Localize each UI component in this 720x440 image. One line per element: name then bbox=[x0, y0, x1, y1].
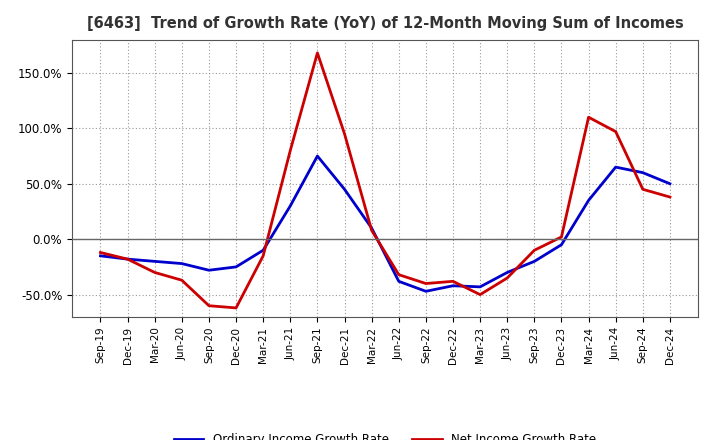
Ordinary Income Growth Rate bbox=[476, 284, 485, 290]
Ordinary Income Growth Rate bbox=[421, 289, 430, 294]
Ordinary Income Growth Rate bbox=[313, 154, 322, 159]
Ordinary Income Growth Rate bbox=[150, 259, 159, 264]
Line: Ordinary Income Growth Rate: Ordinary Income Growth Rate bbox=[101, 156, 670, 291]
Ordinary Income Growth Rate bbox=[530, 259, 539, 264]
Net Income Growth Rate bbox=[530, 248, 539, 253]
Ordinary Income Growth Rate bbox=[341, 187, 349, 192]
Ordinary Income Growth Rate bbox=[639, 170, 647, 175]
Title: [6463]  Trend of Growth Rate (YoY) of 12-Month Moving Sum of Incomes: [6463] Trend of Growth Rate (YoY) of 12-… bbox=[87, 16, 683, 32]
Net Income Growth Rate bbox=[313, 50, 322, 55]
Ordinary Income Growth Rate bbox=[665, 181, 674, 187]
Net Income Growth Rate bbox=[204, 303, 213, 308]
Net Income Growth Rate bbox=[476, 292, 485, 297]
Net Income Growth Rate bbox=[421, 281, 430, 286]
Legend: Ordinary Income Growth Rate, Net Income Growth Rate: Ordinary Income Growth Rate, Net Income … bbox=[169, 428, 601, 440]
Net Income Growth Rate bbox=[96, 250, 105, 255]
Line: Net Income Growth Rate: Net Income Growth Rate bbox=[101, 53, 670, 308]
Ordinary Income Growth Rate bbox=[286, 203, 294, 209]
Ordinary Income Growth Rate bbox=[178, 261, 186, 266]
Net Income Growth Rate bbox=[557, 235, 566, 240]
Ordinary Income Growth Rate bbox=[204, 268, 213, 273]
Ordinary Income Growth Rate bbox=[123, 257, 132, 262]
Net Income Growth Rate bbox=[665, 194, 674, 200]
Ordinary Income Growth Rate bbox=[584, 198, 593, 203]
Ordinary Income Growth Rate bbox=[503, 270, 511, 275]
Net Income Growth Rate bbox=[150, 270, 159, 275]
Ordinary Income Growth Rate bbox=[96, 253, 105, 258]
Net Income Growth Rate bbox=[503, 275, 511, 281]
Net Income Growth Rate bbox=[611, 129, 620, 134]
Net Income Growth Rate bbox=[449, 279, 457, 284]
Ordinary Income Growth Rate bbox=[395, 279, 403, 284]
Ordinary Income Growth Rate bbox=[611, 165, 620, 170]
Ordinary Income Growth Rate bbox=[557, 242, 566, 247]
Net Income Growth Rate bbox=[232, 305, 240, 311]
Ordinary Income Growth Rate bbox=[259, 248, 268, 253]
Net Income Growth Rate bbox=[286, 148, 294, 153]
Net Income Growth Rate bbox=[395, 272, 403, 277]
Net Income Growth Rate bbox=[259, 253, 268, 258]
Net Income Growth Rate bbox=[639, 187, 647, 192]
Net Income Growth Rate bbox=[367, 227, 376, 233]
Net Income Growth Rate bbox=[584, 114, 593, 120]
Ordinary Income Growth Rate bbox=[232, 264, 240, 270]
Ordinary Income Growth Rate bbox=[449, 283, 457, 288]
Net Income Growth Rate bbox=[123, 257, 132, 262]
Net Income Growth Rate bbox=[178, 278, 186, 283]
Net Income Growth Rate bbox=[341, 131, 349, 136]
Ordinary Income Growth Rate bbox=[367, 225, 376, 231]
